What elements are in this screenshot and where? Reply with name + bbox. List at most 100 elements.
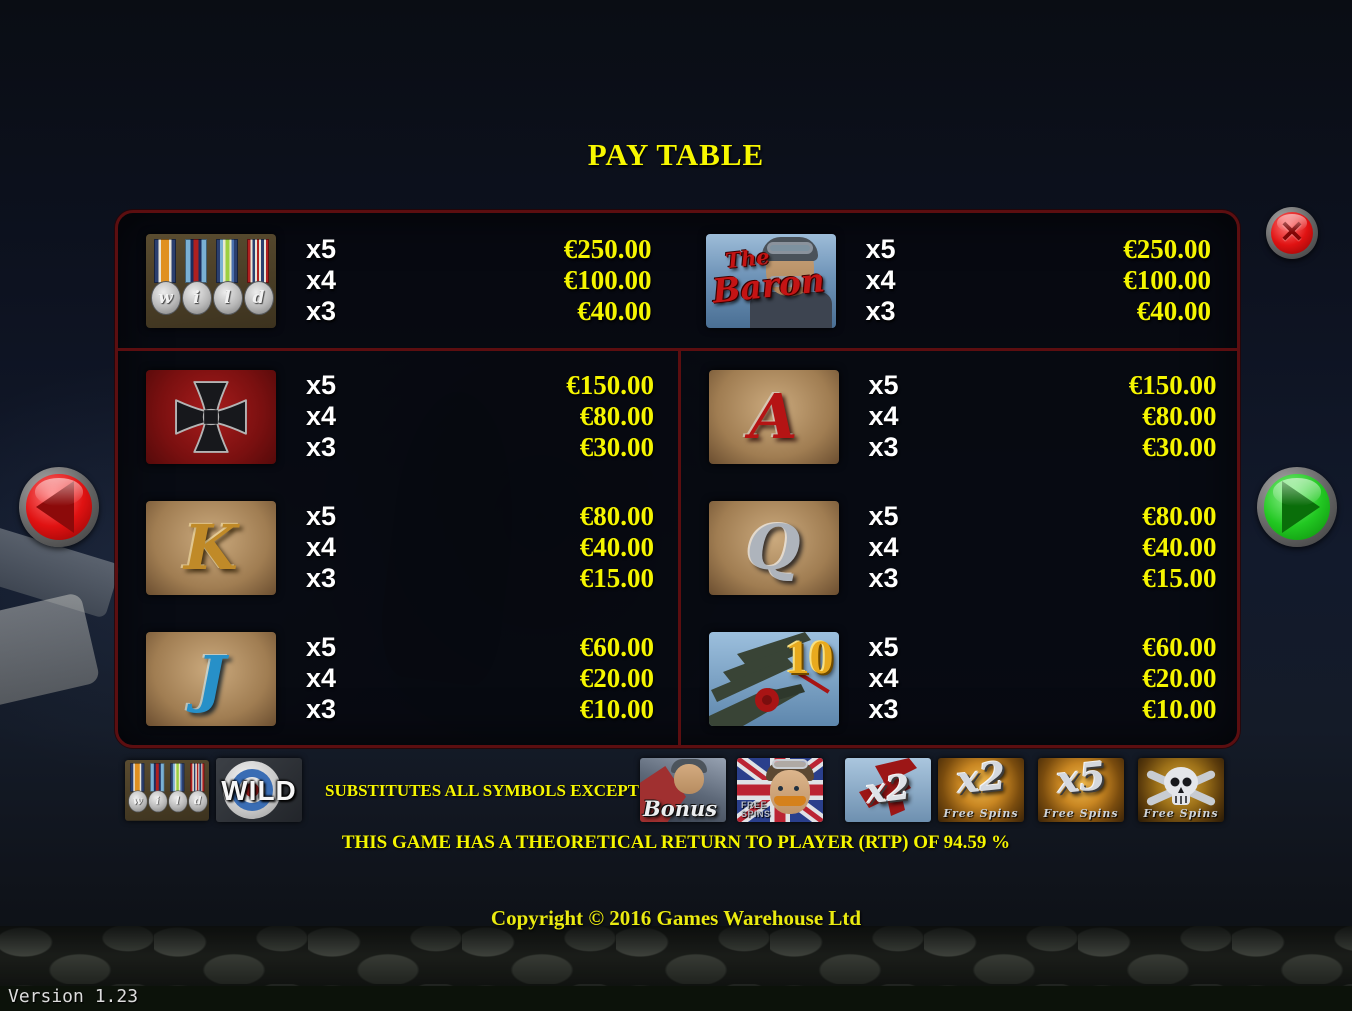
x2-label: x2 [954, 758, 1008, 803]
multiplier-label: x5 [306, 370, 337, 400]
page-title: PAY TABLE [587, 137, 765, 172]
paytable-cell-iron-cross: x5 x4 x3 €150.00 €80.00 €30.00 [118, 351, 680, 482]
paytable-cell-letter-q: Q x5 x4 x3 €80.00 €40.00 €15.00 [681, 482, 1238, 613]
goggles-icon [766, 241, 813, 254]
payout-value: €100.00 [1123, 265, 1211, 295]
copyright-text: Copyright © 2016 Games Warehouse Ltd [490, 906, 862, 930]
close-button[interactable]: ✕ [1266, 207, 1318, 259]
payout-value: €40.00 [1136, 296, 1211, 326]
version-text: Version 1.23 [8, 986, 139, 1007]
multiplier-label: x4 [306, 532, 337, 562]
bonus-symbol: Bonus [640, 758, 726, 822]
previous-page-button[interactable] [19, 467, 99, 547]
paytable-top-row: w i l d x5 x4 x3 €250.00 €100.00 €40.00 [118, 213, 1237, 348]
medal-letter: d [243, 280, 274, 315]
x5-label: x5 [1054, 758, 1108, 803]
payout-value: €30.00 [579, 432, 654, 462]
multiplier-label: x4 [306, 663, 337, 693]
next-page-button[interactable] [1257, 467, 1337, 547]
free-spins-text-line2: SPINS [741, 809, 771, 819]
letter-q-symbol: Q [708, 500, 839, 595]
free-spins-caption: Free Spins [943, 807, 1019, 820]
payout-value: €250.00 [563, 234, 652, 264]
letter-a-glyph: A [749, 379, 798, 453]
letter-j-glyph: J [196, 641, 226, 715]
payout-value: €80.00 [1142, 501, 1217, 531]
multiplier-label: x5 [306, 234, 337, 264]
payout-value: €60.00 [579, 632, 654, 662]
medal-letter: i [181, 280, 212, 315]
wild-medals-symbol: w i l d [146, 233, 276, 328]
paytable-cell-letter-k: K x5 x4 x3 €80.00 €40.00 €15.00 [118, 482, 680, 613]
multiplier-label: x4 [868, 532, 899, 562]
arrow-left-icon [36, 481, 74, 533]
ten-symbol: 10 [708, 631, 839, 726]
skull-crossbones-icon [1146, 767, 1216, 806]
x2-free-spins-symbol: x2 Free Spins [938, 758, 1024, 822]
payout-value: €150.00 [566, 370, 654, 400]
payout-value: €15.00 [1142, 563, 1217, 593]
free-spins-symbol: FREE SPINS [737, 758, 823, 822]
free-spins-text-line1: FREE [741, 800, 768, 810]
ten-glyph: 10 [785, 631, 834, 684]
multiplier-label: x3 [868, 694, 899, 724]
wild-substitution-strip: w i l d WILD SUBSTITUTES ALL SYMBOLS EXC… [0, 758, 1352, 824]
payout-value: €10.00 [579, 694, 654, 724]
skull-crossbones-symbol: Free Spins [1138, 758, 1224, 822]
paytable-cell-letter-a: A x5 x4 x3 €150.00 €80.00 €30.00 [681, 351, 1238, 482]
paytable-cell-ten: 10 x5 x4 x3 €60.00 €20.00 €10.00 [681, 613, 1238, 744]
goggles-icon [772, 759, 808, 769]
payout-value: €10.00 [1142, 694, 1217, 724]
multiplier-label: x3 [868, 432, 899, 462]
payout-value: €40.00 [579, 532, 654, 562]
paytable-cell-wild-medals: w i l d x5 x4 x3 €250.00 €100.00 €40.00 [118, 213, 678, 348]
multiplier-label: x5 [868, 501, 899, 531]
letter-q-glyph: Q [746, 510, 801, 584]
paytable-cell-the-baron: The Baron x5 x4 x3 €250.00 €100.00 €40.0… [678, 213, 1238, 348]
multiplier-label: x5 [306, 632, 337, 662]
multiplier-label: x4 [868, 401, 899, 431]
multiplier-label: x4 [306, 265, 337, 295]
substitutes-note: SUBSTITUTES ALL SYMBOLS EXCEPT [325, 781, 640, 800]
payout-value: €80.00 [579, 501, 654, 531]
payout-value: €150.00 [1128, 370, 1217, 400]
letter-a-symbol: A [708, 369, 839, 464]
payout-value: €40.00 [577, 296, 652, 326]
medal-letter: w [150, 280, 181, 315]
paytable-left-column: x5 x4 x3 €150.00 €80.00 €30.00 K x5 x4 [118, 351, 678, 745]
payout-value: €250.00 [1123, 234, 1211, 264]
multiplier-label: x3 [306, 563, 337, 593]
paytable-panel: w i l d x5 x4 x3 €250.00 €100.00 €40.00 [115, 210, 1240, 748]
paytable-cell-letter-j: J x5 x4 x3 €60.00 €20.00 €10.00 [118, 613, 680, 744]
multiplier-label: x4 [306, 401, 337, 431]
letter-k-symbol: K [146, 500, 276, 595]
baron-text-baron: Baron [709, 259, 827, 311]
paytable-right-column: A x5 x4 x3 €150.00 €80.00 €30.00 Q [677, 351, 1238, 745]
the-baron-symbol: The Baron [705, 233, 836, 328]
payout-value: €100.00 [563, 265, 652, 295]
payout-value: €20.00 [579, 663, 654, 693]
iron-cross-symbol [146, 369, 276, 464]
multiplier-label: x4 [868, 663, 899, 693]
multiplier-label: x3 [868, 563, 899, 593]
multiplier-label: x3 [306, 432, 337, 462]
panel-horizontal-divider [118, 348, 1237, 351]
payout-value: €20.00 [1142, 663, 1217, 693]
payout-value: €60.00 [1142, 632, 1217, 662]
payout-value: €80.00 [579, 401, 654, 431]
payout-value: €40.00 [1142, 532, 1217, 562]
multiplier-label: x5 [868, 370, 899, 400]
wild-medals-small-symbol: w i l d [125, 760, 209, 821]
wild-roundel-symbol: WILD [216, 758, 302, 822]
payout-value: €15.00 [579, 563, 654, 593]
payout-value: €30.00 [1142, 432, 1217, 462]
multiplier-label: x3 [306, 694, 337, 724]
rtp-text: THIS GAME HAS A THEORETICAL RETURN TO PL… [341, 832, 1011, 853]
letter-j-symbol: J [146, 631, 276, 726]
red-plane-icon [859, 758, 917, 816]
payout-value: €80.00 [1142, 401, 1217, 431]
multiplier-label: x3 [865, 296, 896, 326]
multiplier-label: x4 [865, 265, 896, 295]
multiplier-label: x5 [868, 632, 899, 662]
biplane-icon [708, 631, 830, 726]
